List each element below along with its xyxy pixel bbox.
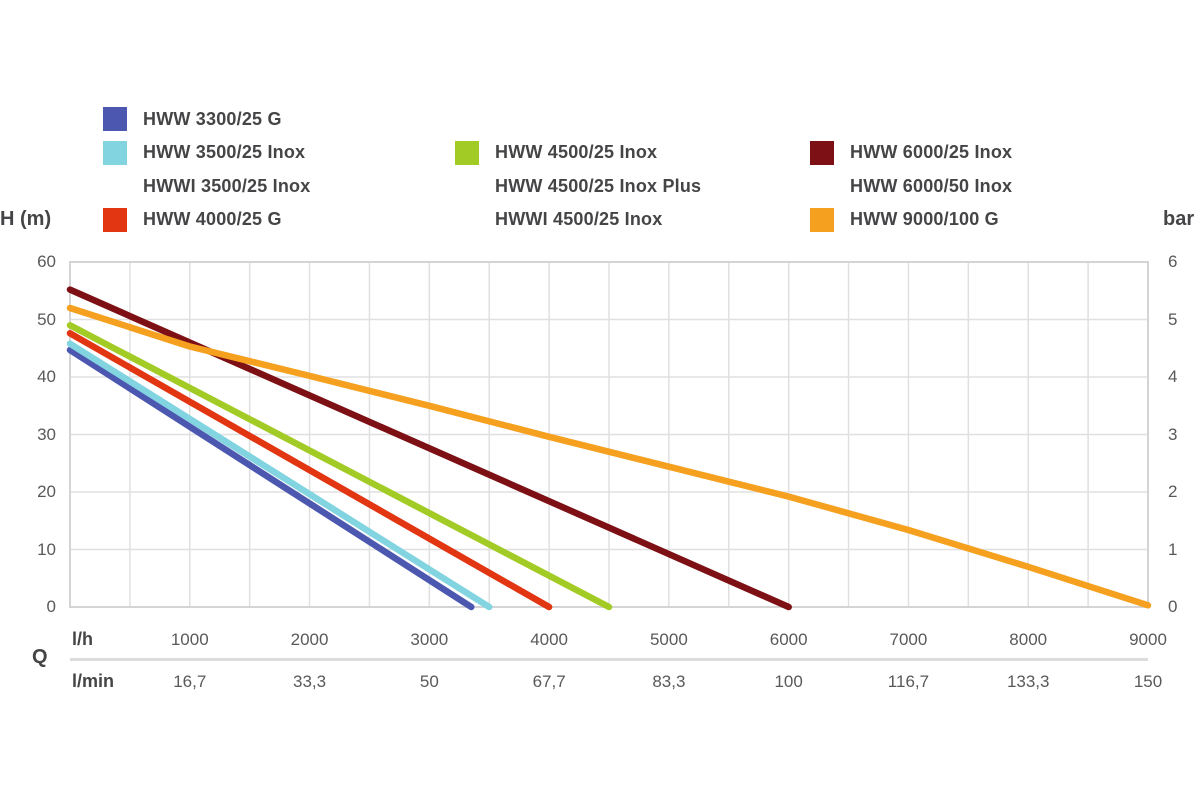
legend-color-swatch (103, 207, 127, 232)
x-tick-lmin: 116,7 (887, 672, 930, 691)
y-right-tick: 0 (1168, 597, 1178, 616)
pump-curve-hww-9000-100-g (66, 304, 1152, 609)
legend-label: HWW 4500/25 Inox Plus (495, 175, 702, 196)
legend-column-3: HWW 6000/25 Inox HWW 6000/50 Inox HWW 9000… (810, 140, 1013, 242)
y-right-tick: 4 (1168, 367, 1178, 386)
y-axis-left-unit-label: H (m) (0, 208, 52, 230)
x-tick-lh: 2000 (290, 630, 329, 649)
legend-label: HWW 4000/25 G (143, 209, 282, 229)
legend-column-1: HWW 3300/25 G HWW 3500/25 Inox HWWI 3500/2… (103, 107, 310, 241)
legend-label: HWW 9000/100 G (850, 209, 999, 229)
pump-curve-hww-4000-25-g (66, 330, 553, 611)
y-right-tick: 1 (1168, 539, 1178, 559)
x-tick-lh: 1000 (170, 630, 209, 649)
legend-label: HWW 6000/50 Inox (850, 175, 1013, 196)
legend-item: HWWI 4500/25 Inox (455, 208, 701, 232)
legend-item: HWW 4500/25 Inox (455, 140, 701, 165)
y-left-tick: 50 (37, 309, 56, 329)
legend-label: HWWI 3500/25 Inox (143, 175, 311, 196)
x-tick-lmin: 133,3 (1006, 672, 1050, 691)
y-right-tick: 6 (1168, 252, 1178, 271)
legend-item: HWW 3500/25 Inox (103, 140, 310, 165)
y-left-tick: 0 (46, 597, 56, 616)
x-tick-lmin: 33,3 (293, 672, 327, 691)
x-axis-row-divider (70, 658, 1148, 661)
y-left-tick: 10 (37, 539, 56, 559)
x-tick-lh: 6000 (769, 630, 808, 649)
legend-color-swatch (455, 140, 479, 165)
x-tick-lmin: 67,7 (532, 672, 566, 691)
legend-item: HWW 3300/25 G (103, 107, 310, 131)
legend-color-swatch (810, 140, 834, 165)
y-left-tick: 40 (37, 367, 56, 386)
legend-color-swatch (103, 107, 127, 131)
x-tick-lmin: 100 (774, 672, 803, 691)
y-left-tick: 20 (37, 482, 56, 501)
x-tick-lmin: 50 (419, 672, 439, 691)
legend-label: HWWI 4500/25 Inox (495, 209, 663, 229)
legend-label: HWW 3500/25 Inox (143, 142, 306, 162)
x-tick-lh: 7000 (889, 630, 928, 649)
legend-color-swatch (103, 140, 127, 165)
legend-item: HWW 6000/50 Inox (810, 174, 1012, 198)
x-axis-group-label: Q (32, 646, 48, 668)
y-left-tick: 30 (37, 424, 56, 444)
x-tick-lmin: 16,7 (173, 672, 207, 691)
legend-color-swatch (810, 207, 834, 232)
pump-curve-hww-4500-25-inox (66, 322, 613, 611)
legend-column-2: HWW 4500/25 Inox HWW 4500/25 Inox Plus HWW… (455, 140, 701, 242)
x-tick-lmin: 150 (1133, 672, 1163, 691)
x-tick-lh: 3000 (410, 630, 449, 649)
y-axis-right-unit-label: bar (1163, 208, 1195, 230)
x-axis-lh-unit-label: l/h (72, 629, 93, 649)
legend-item: HWW 9000/100 G (810, 207, 1012, 232)
legend-item: HWW 4500/25 Inox Plus (455, 174, 701, 198)
legend-item: HWW 4000/25 G (103, 207, 310, 232)
y-right-tick: 5 (1168, 309, 1178, 329)
legend-label: HWW 6000/25 Inox (850, 142, 1013, 162)
pump-curve-hww-3500-25-inox (66, 340, 493, 611)
legend-label: HWW 3300/25 G (143, 108, 282, 129)
legend-item: HWW 6000/25 Inox (810, 140, 1013, 165)
x-axis-lmin-unit-label: l/min (72, 671, 115, 691)
pump-curve-hww-6000-25-inox (66, 286, 792, 611)
x-tick-lh: 4000 (530, 630, 569, 649)
x-tick-lh: 5000 (649, 630, 688, 649)
y-right-tick: 2 (1168, 482, 1178, 501)
y-left-tick: 60 (37, 252, 56, 271)
pump-curve-hww-3300-25-g (66, 346, 475, 611)
y-right-tick: 3 (1168, 424, 1178, 444)
x-tick-lh: 8000 (1009, 630, 1048, 649)
legend-label: HWW 4500/25 Inox (495, 142, 658, 162)
legend-item: HWWI 3500/25 Inox (103, 174, 310, 198)
x-tick-lh: 9000 (1129, 630, 1167, 649)
x-tick-lmin: 83,3 (652, 672, 686, 691)
